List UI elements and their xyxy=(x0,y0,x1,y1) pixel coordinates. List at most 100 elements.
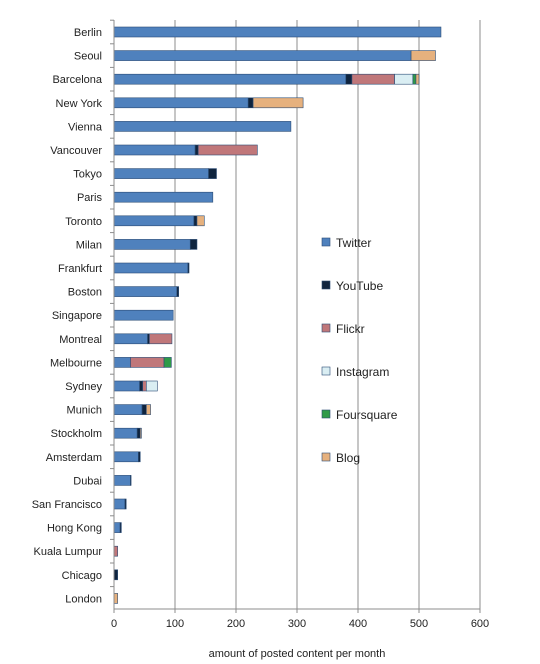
legend-swatch-instagram xyxy=(321,366,331,376)
category-label-singapore: Singapore xyxy=(52,310,102,322)
x-tick-label: 200 xyxy=(227,618,245,630)
category-label-new-york: New York xyxy=(56,98,103,110)
bar-barcelona-youtube xyxy=(345,73,353,85)
bar-melbourne-foursquare xyxy=(163,357,172,368)
bar-tokyo-twitter xyxy=(113,168,209,179)
axes xyxy=(110,19,481,613)
bar-seoul-twitter xyxy=(113,50,412,61)
category-label-paris: Paris xyxy=(77,192,103,204)
bar-barcelona-instagram xyxy=(394,73,414,85)
bar-amsterdam-twitter xyxy=(113,451,139,463)
x-axis-title: amount of posted content per month xyxy=(209,648,386,660)
bar-stockholm-youtube xyxy=(136,427,141,439)
category-label-san-francisco: San Francisco xyxy=(32,499,102,511)
bar-berlin-twitter xyxy=(113,26,442,38)
bar-stockholm-blog xyxy=(139,427,142,439)
bar-hong-kong-youtube xyxy=(119,522,122,533)
bar-boston-twitter xyxy=(113,286,178,297)
bar-hong-kong-twitter xyxy=(113,522,121,533)
category-label-vienna: Vienna xyxy=(68,121,103,133)
category-label-berlin: Berlin xyxy=(74,27,102,39)
bar-munich-twitter xyxy=(113,404,143,415)
bar-toronto-twitter xyxy=(113,215,195,227)
bar-melbourne-twitter xyxy=(113,357,131,368)
category-label-milan: Milan xyxy=(76,239,102,251)
legend-label-blog: Blog xyxy=(336,451,360,465)
legend: Twitter YouTube Flickr Instagram Foursquare B… xyxy=(321,236,398,465)
category-label-melbourne: Melbourne xyxy=(50,357,102,369)
legend-label-flickr: Flickr xyxy=(336,322,365,336)
bar-amsterdam-youtube xyxy=(138,451,141,463)
x-tick-label: 600 xyxy=(471,618,489,630)
bar-vancouver-twitter xyxy=(113,144,196,156)
bar-barcelona-blog xyxy=(415,73,420,85)
category-label-stockholm: Stockholm xyxy=(51,428,102,440)
bars-layer xyxy=(113,26,442,604)
category-label-montreal: Montreal xyxy=(59,334,102,346)
grid-lines xyxy=(174,20,481,609)
x-tick-label: 500 xyxy=(410,618,428,630)
bar-singapore-twitter xyxy=(113,309,174,321)
bar-melbourne-flickr xyxy=(130,357,165,368)
bar-kuala-lumpur-flickr xyxy=(113,545,118,557)
bar-san-francisco-youtube xyxy=(124,498,127,510)
x-tick-label: 400 xyxy=(349,618,367,630)
bar-dubai-youtube xyxy=(130,475,132,486)
category-label-vancouver: Vancouver xyxy=(50,145,102,157)
bar-seoul-blog xyxy=(410,50,436,61)
category-label-london: London xyxy=(65,593,102,605)
category-labels: Berlin Seoul Barcelona New York Vienna Vancou… xyxy=(32,27,103,605)
bar-frankfurt-twitter xyxy=(113,262,189,274)
category-label-boston: Boston xyxy=(68,287,102,299)
bar-toronto-blog xyxy=(196,215,205,227)
tick-labels: 0 100 200 300 400 500 600 xyxy=(111,618,489,630)
category-label-frankfurt: Frankfurt xyxy=(58,263,102,275)
legend-swatch-blog xyxy=(321,452,331,462)
bar-munich-blog xyxy=(146,404,151,415)
category-label-kuala-lumpur: Kuala Lumpur xyxy=(34,546,103,558)
bar-montreal-twitter xyxy=(113,333,148,345)
legend-swatch-foursquare xyxy=(321,409,331,419)
legend-swatch-youtube xyxy=(321,280,331,290)
x-tick-label: 0 xyxy=(111,618,117,630)
bar-sydney-instagram xyxy=(146,380,158,392)
x-tick-label: 300 xyxy=(288,618,306,630)
category-label-sydney: Sydney xyxy=(65,381,102,393)
bar-paris-twitter xyxy=(113,191,214,203)
category-label-seoul: Seoul xyxy=(74,51,102,63)
bar-london-blog xyxy=(113,593,118,604)
legend-label-twitter: Twitter xyxy=(336,236,371,250)
bar-montreal-flickr xyxy=(149,333,173,345)
bar-new-york-youtube xyxy=(247,97,254,109)
bar-vancouver-youtube xyxy=(194,144,199,156)
bar-milan-twitter xyxy=(113,239,191,250)
category-label-toronto: Toronto xyxy=(65,216,102,228)
bar-milan-youtube xyxy=(189,239,198,250)
bar-new-york-blog xyxy=(252,97,304,109)
bar-toronto-youtube xyxy=(193,215,198,227)
bar-munich-youtube xyxy=(141,404,147,415)
category-label-dubai: Dubai xyxy=(73,475,102,487)
bar-new-york-twitter xyxy=(113,97,249,109)
category-label-barcelona: Barcelona xyxy=(52,74,102,86)
bar-barcelona-flickr xyxy=(351,73,395,85)
bar-stockholm-twitter xyxy=(113,427,138,439)
bar-chicago-youtube xyxy=(113,569,118,581)
legend-swatch-flickr xyxy=(321,323,331,333)
bar-barcelona-twitter xyxy=(113,73,347,85)
bar-vienna-twitter xyxy=(113,121,292,132)
bar-san-francisco-twitter xyxy=(113,498,126,510)
bar-dubai-twitter xyxy=(113,475,131,486)
legend-label-youtube: YouTube xyxy=(336,279,383,293)
bar-vancouver-flickr xyxy=(197,144,258,156)
bar-sydney-youtube xyxy=(139,380,143,392)
legend-label-foursquare: Foursquare xyxy=(336,408,398,422)
bar-barcelona-foursquare xyxy=(412,73,417,85)
bar-sydney-flickr xyxy=(142,380,147,392)
category-label-tokyo: Tokyo xyxy=(73,169,102,181)
legend-label-instagram: Instagram xyxy=(336,365,389,379)
bar-boston-youtube xyxy=(176,286,179,297)
legend-swatch-twitter xyxy=(321,237,331,247)
category-label-munich: Munich xyxy=(67,405,102,417)
